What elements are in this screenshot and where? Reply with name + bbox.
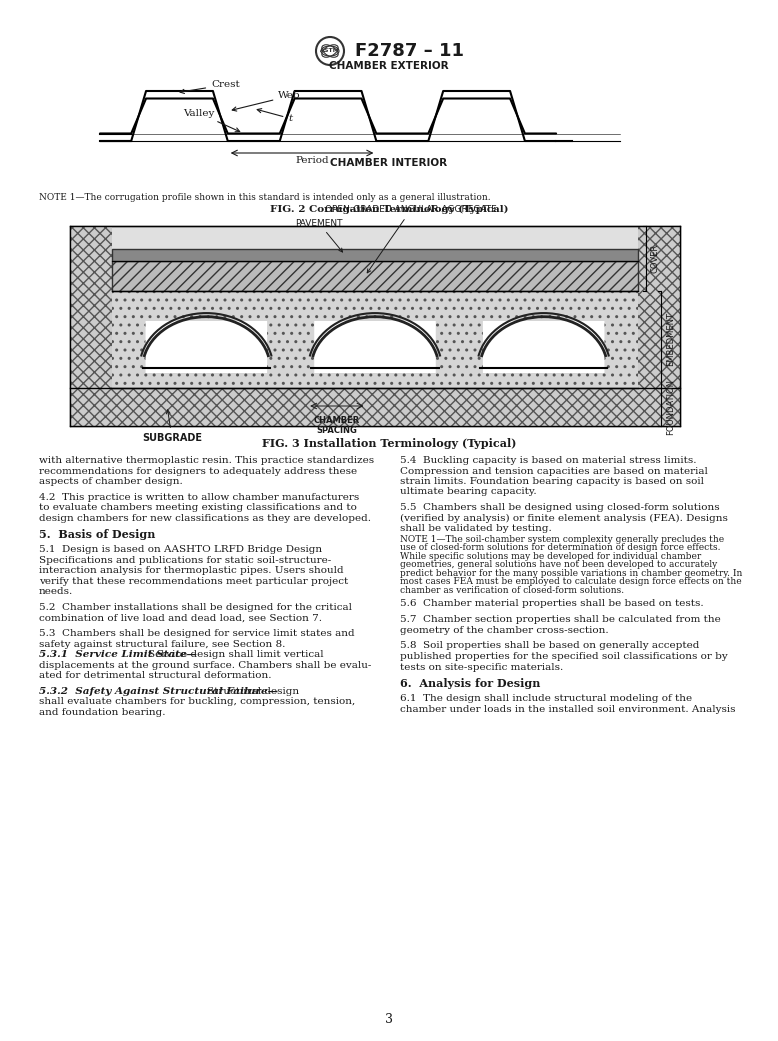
Text: chamber as verification of closed-form solutions.: chamber as verification of closed-form s… bbox=[400, 586, 624, 594]
Text: 5.6  Chamber material properties shall be based on tests.: 5.6 Chamber material properties shall be… bbox=[400, 600, 703, 609]
Text: 5.2  Chamber installations shall be designed for the critical: 5.2 Chamber installations shall be desig… bbox=[39, 603, 352, 612]
Text: 5.3.1  Service Limit State—: 5.3.1 Service Limit State— bbox=[39, 651, 197, 659]
Text: FIG. 2 Corrugation Terminology (Typical): FIG. 2 Corrugation Terminology (Typical) bbox=[270, 205, 508, 214]
Text: with alternative thermoplastic resin. This practice standardizes: with alternative thermoplastic resin. Th… bbox=[39, 456, 374, 465]
Text: 5.8  Soil properties shall be based on generally accepted: 5.8 Soil properties shall be based on ge… bbox=[400, 641, 699, 651]
Text: 6.1  The design shall include structural modeling of the: 6.1 The design shall include structural … bbox=[400, 694, 692, 703]
Text: use of closed-form solutions for determination of design force effects.: use of closed-form solutions for determi… bbox=[400, 543, 720, 552]
Text: safety against structural failure, see Section 8.: safety against structural failure, see S… bbox=[39, 640, 286, 649]
Text: t: t bbox=[258, 108, 293, 123]
Text: COVER: COVER bbox=[651, 244, 660, 273]
Text: predict behavior for the many possible variations in chamber geometry. In: predict behavior for the many possible v… bbox=[400, 568, 742, 578]
Text: 3: 3 bbox=[385, 1013, 393, 1026]
Text: and foundation bearing.: and foundation bearing. bbox=[39, 708, 166, 717]
Text: PAVEMENT: PAVEMENT bbox=[295, 219, 342, 252]
Text: CHAMBER INTERIOR: CHAMBER INTERIOR bbox=[331, 158, 447, 168]
Bar bbox=[112, 249, 638, 261]
Text: While specific solutions may be developed for individual chamber: While specific solutions may be develope… bbox=[400, 552, 701, 561]
Text: chamber under loads in the installed soil environment. Analysis: chamber under loads in the installed soi… bbox=[400, 705, 735, 713]
FancyBboxPatch shape bbox=[483, 321, 605, 373]
Text: 5.4  Buckling capacity is based on material stress limits.: 5.4 Buckling capacity is based on materi… bbox=[400, 456, 696, 465]
Text: CHAMBER
SPACING: CHAMBER SPACING bbox=[314, 416, 360, 435]
Text: ASTM: ASTM bbox=[320, 49, 340, 53]
Text: Period: Period bbox=[295, 156, 329, 166]
Text: 5.3.2  Safety Against Structural Failure—: 5.3.2 Safety Against Structural Failure— bbox=[39, 687, 278, 696]
Text: shall be validated by testing.: shall be validated by testing. bbox=[400, 525, 552, 533]
Text: (verified by analysis) or finite element analysis (FEA). Designs: (verified by analysis) or finite element… bbox=[400, 514, 728, 523]
Text: aspects of chamber design.: aspects of chamber design. bbox=[39, 477, 183, 486]
Bar bbox=[70, 226, 112, 426]
Text: tests on site-specific materials.: tests on site-specific materials. bbox=[400, 662, 563, 671]
Bar bbox=[70, 388, 680, 426]
Text: 4.2  This practice is written to allow chamber manufacturers: 4.2 This practice is written to allow ch… bbox=[39, 492, 359, 502]
Text: Specifications and publications for static soil-structure-: Specifications and publications for stat… bbox=[39, 556, 331, 565]
Text: NOTE 1—The soil-chamber system complexity generally precludes the: NOTE 1—The soil-chamber system complexit… bbox=[400, 535, 724, 543]
Text: NOTE 1—The corrugation profile shown in this standard is intended only as a gene: NOTE 1—The corrugation profile shown in … bbox=[39, 193, 491, 202]
Text: 5.7  Chamber section properties shall be calculated from the: 5.7 Chamber section properties shall be … bbox=[400, 615, 720, 625]
Text: interaction analysis for thermoplastic pipes. Users should: interaction analysis for thermoplastic p… bbox=[39, 566, 344, 576]
Text: shall evaluate chambers for buckling, compression, tension,: shall evaluate chambers for buckling, co… bbox=[39, 697, 356, 707]
Text: Web: Web bbox=[232, 92, 301, 111]
Text: 5.5  Chambers shall be designed using closed-form solutions: 5.5 Chambers shall be designed using clo… bbox=[400, 503, 720, 512]
Text: EMBEDMENT: EMBEDMENT bbox=[666, 312, 675, 366]
Text: needs.: needs. bbox=[39, 587, 73, 596]
FancyBboxPatch shape bbox=[145, 321, 267, 373]
Text: to evaluate chambers meeting existing classifications and to: to evaluate chambers meeting existing cl… bbox=[39, 503, 357, 512]
Text: geometry of the chamber cross-section.: geometry of the chamber cross-section. bbox=[400, 626, 608, 635]
Text: 5.3  Chambers shall be designed for service limit states and: 5.3 Chambers shall be designed for servi… bbox=[39, 629, 355, 638]
Text: displacements at the ground surface. Chambers shall be evalu-: displacements at the ground surface. Cha… bbox=[39, 661, 371, 669]
Text: most cases FEA must be employed to calculate design force effects on the: most cases FEA must be employed to calcu… bbox=[400, 578, 741, 586]
Text: strain limits. Foundation bearing capacity is based on soil: strain limits. Foundation bearing capaci… bbox=[400, 477, 704, 486]
Text: FOUNDATION: FOUNDATION bbox=[666, 379, 675, 435]
Bar bbox=[112, 291, 638, 388]
Text: published properties for the specified soil classifications or by: published properties for the specified s… bbox=[400, 652, 727, 661]
Text: recommendations for designers to adequately address these: recommendations for designers to adequat… bbox=[39, 466, 357, 476]
Text: Service design shall limit vertical: Service design shall limit vertical bbox=[148, 651, 324, 659]
Text: Valley: Valley bbox=[184, 108, 240, 132]
Text: Crest: Crest bbox=[180, 80, 240, 94]
Text: SUBGRADE: SUBGRADE bbox=[142, 410, 202, 443]
Text: F2787 – 11: F2787 – 11 bbox=[355, 42, 464, 60]
Text: OPEN-GRADED ANGULAR AGGREGATE: OPEN-GRADED ANGULAR AGGREGATE bbox=[325, 205, 496, 273]
Text: ultimate bearing capacity.: ultimate bearing capacity. bbox=[400, 487, 537, 497]
Text: 5.  Basis of Design: 5. Basis of Design bbox=[39, 530, 156, 540]
Text: ated for detrimental structural deformation.: ated for detrimental structural deformat… bbox=[39, 671, 272, 680]
Text: design chambers for new classifications as they are developed.: design chambers for new classifications … bbox=[39, 514, 371, 523]
Bar bbox=[638, 226, 680, 426]
Text: 5.1  Design is based on AASHTO LRFD Bridge Design: 5.1 Design is based on AASHTO LRFD Bridg… bbox=[39, 545, 322, 554]
Bar bbox=[70, 226, 680, 426]
Text: CHAMBER EXTERIOR: CHAMBER EXTERIOR bbox=[329, 61, 449, 71]
Text: verify that these recommendations meet particular project: verify that these recommendations meet p… bbox=[39, 577, 349, 586]
Text: geometries, general solutions have not been developed to accurately: geometries, general solutions have not b… bbox=[400, 560, 717, 569]
Text: Compression and tension capacities are based on material: Compression and tension capacities are b… bbox=[400, 466, 708, 476]
FancyBboxPatch shape bbox=[314, 321, 436, 373]
Text: Structural design: Structural design bbox=[207, 687, 299, 696]
Bar bbox=[112, 261, 638, 291]
Text: FIG. 3 Installation Terminology (Typical): FIG. 3 Installation Terminology (Typical… bbox=[262, 438, 516, 449]
Text: combination of live load and dead load, see Section 7.: combination of live load and dead load, … bbox=[39, 613, 322, 623]
Text: 6.  Analysis for Design: 6. Analysis for Design bbox=[400, 679, 541, 689]
